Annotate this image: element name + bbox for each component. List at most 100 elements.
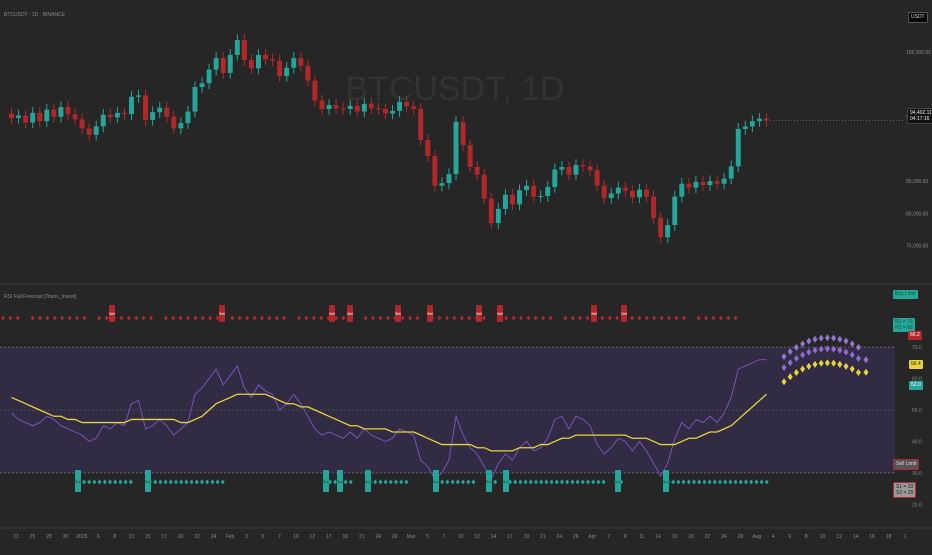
symbol-info[interactable]: BTCUSDT · 1D · BINANCE xyxy=(4,12,66,18)
last-price-value: 94,402.11 xyxy=(910,110,932,116)
sell-diamond xyxy=(319,315,324,321)
forecast-lower-diamond xyxy=(843,362,849,370)
time-tick: 15 xyxy=(145,534,151,540)
buy-diamond xyxy=(333,479,338,485)
candle xyxy=(425,139,431,157)
candle xyxy=(319,100,325,109)
sell-diamond xyxy=(82,315,87,321)
time-tick: 17 xyxy=(507,534,513,540)
forecast-upper-diamond xyxy=(849,351,855,359)
candle xyxy=(30,112,36,123)
candle xyxy=(418,108,424,140)
time-tick: 16 xyxy=(672,534,678,540)
buy-diamond xyxy=(87,479,92,485)
candle xyxy=(107,114,113,118)
legend-support-box: S1 = 33 S2 = 25 xyxy=(893,482,917,498)
candle xyxy=(305,65,311,81)
forecast-upper-diamond xyxy=(824,345,830,353)
sell-diamond xyxy=(193,315,198,321)
buy-signal-label: Buy xyxy=(486,480,492,484)
candle xyxy=(72,114,78,120)
buy-diamond xyxy=(723,479,728,485)
buy-diamond xyxy=(174,479,178,485)
sell-diamond xyxy=(267,315,272,321)
buy-diamond xyxy=(123,479,128,485)
candle xyxy=(143,95,149,120)
buy-diamond xyxy=(560,479,564,485)
legend-r1: R1 = 73 xyxy=(895,319,913,325)
candle xyxy=(559,167,565,170)
sell-signal xyxy=(347,305,353,322)
time-tick: 5 xyxy=(426,534,429,540)
time-tick: 8 xyxy=(805,534,808,540)
indicator-title[interactable]: RSI Full Forecast [Titans_Invest] xyxy=(4,294,77,300)
candle xyxy=(79,119,85,129)
forecast-lower-diamond xyxy=(855,368,861,376)
buy-signal-label: Buy xyxy=(615,480,621,484)
candle xyxy=(361,103,367,112)
buy-diamond xyxy=(466,479,471,485)
buy-diamond xyxy=(163,479,168,485)
buy-diamond xyxy=(378,479,383,485)
sell-diamond xyxy=(415,315,420,321)
buy-diamond xyxy=(399,479,404,485)
buy-signal xyxy=(145,470,151,492)
sell-diamond xyxy=(696,315,701,321)
forecast-lower-diamond xyxy=(806,362,812,370)
candle xyxy=(270,59,276,61)
time-tick: 4 xyxy=(772,534,775,540)
time-tick: 19 xyxy=(524,534,530,540)
candle xyxy=(601,185,607,198)
sell-diamond xyxy=(681,315,686,321)
buy-diamond xyxy=(513,479,518,485)
legend-s1: S1 = 33 xyxy=(896,484,914,490)
sell-diamond xyxy=(171,315,176,321)
time-tick: 24 xyxy=(721,534,727,540)
buy-diamond xyxy=(128,479,133,485)
time-tick: 26 xyxy=(392,534,398,540)
time-tick: 6 xyxy=(97,534,100,540)
buy-signal xyxy=(337,470,343,492)
candle xyxy=(502,194,508,209)
buy-diamond xyxy=(686,479,691,485)
currency-badge[interactable]: USDT xyxy=(908,12,928,23)
forecast-upper-diamond xyxy=(855,343,861,351)
candle xyxy=(58,107,64,117)
forecast-upper-diamond xyxy=(849,340,855,348)
rsi-tick: 60.0 xyxy=(912,377,922,383)
forecast-upper-diamond xyxy=(831,345,837,353)
forecast-upper-diamond xyxy=(787,348,793,356)
candle xyxy=(65,107,71,115)
buy-diamond xyxy=(179,479,184,485)
buy-diamond xyxy=(383,479,388,485)
buy-signal-label: Buy xyxy=(433,480,439,484)
sell-diamond xyxy=(400,315,405,321)
time-tick: Apr xyxy=(588,534,596,540)
forecast-lower-diamond xyxy=(849,365,855,373)
sell-diamond xyxy=(548,315,553,321)
sell-diamond xyxy=(459,315,464,321)
sell-signal-label: Sell xyxy=(497,312,503,316)
candle xyxy=(531,185,537,197)
sell-diamond xyxy=(52,315,57,321)
sell-diamond xyxy=(652,315,657,321)
buy-diamond xyxy=(549,479,554,485)
sell-diamond xyxy=(60,315,65,321)
buy-diamond xyxy=(168,479,173,485)
buy-diamond xyxy=(108,479,112,485)
sell-diamond xyxy=(408,315,412,321)
time-tick: 17 xyxy=(326,534,332,540)
time-tick: 12 xyxy=(836,534,842,540)
buy-diamond xyxy=(493,479,498,485)
buy-signal xyxy=(75,470,81,492)
sell-diamond xyxy=(482,315,486,321)
sell-diamond xyxy=(718,315,723,321)
time-tick: Mar xyxy=(407,534,416,540)
sell-diamond xyxy=(237,315,242,321)
time-tick: Aug xyxy=(752,534,761,540)
buy-signal xyxy=(615,470,621,492)
forecast-upper-diamond xyxy=(781,364,787,372)
sell-diamond xyxy=(607,315,612,321)
candle xyxy=(495,208,501,224)
